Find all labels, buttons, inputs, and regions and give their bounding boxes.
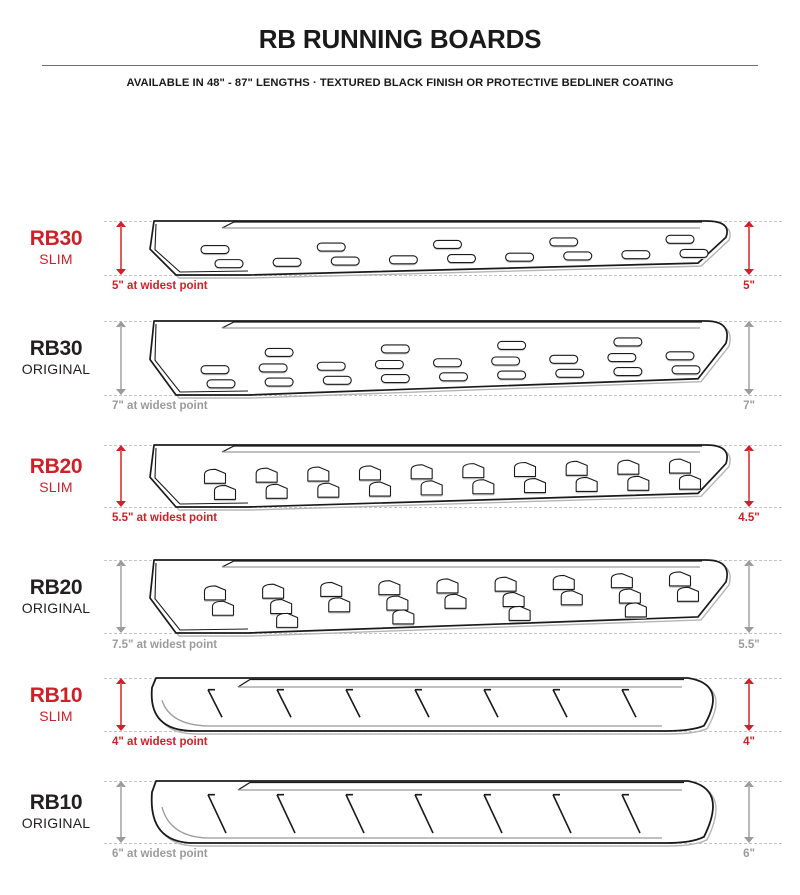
height-label: 6" bbox=[743, 848, 755, 860]
arrow-head-up-icon bbox=[743, 445, 754, 451]
guide-line-bottom bbox=[104, 731, 782, 732]
model-name: RB10 bbox=[29, 791, 83, 814]
widest-point-label: 7.5" at widest point bbox=[112, 639, 218, 651]
model-label: RB20 SLIM bbox=[0, 456, 112, 494]
model-variant: ORIGINAL bbox=[21, 361, 91, 377]
height-label: 4.5" bbox=[738, 512, 760, 524]
arrow-head-down-icon bbox=[115, 389, 126, 395]
guide-line-bottom bbox=[104, 843, 782, 844]
widest-point-label: 7" at widest point bbox=[112, 400, 208, 412]
arrow-head-down-icon bbox=[115, 837, 126, 843]
page-title: RB RUNNING BOARDS bbox=[258, 24, 542, 54]
model-variant: SLIM bbox=[39, 707, 73, 724]
width-dimension-arrow bbox=[114, 781, 128, 843]
height-dimension-arrow bbox=[742, 781, 756, 843]
page-header: RB RUNNING BOARDS AVAILABLE IN 48" - 87"… bbox=[0, 0, 800, 95]
height-label: 4" bbox=[743, 736, 755, 748]
model-label: RB20 ORIGINAL bbox=[0, 577, 112, 615]
width-dimension-arrow bbox=[114, 321, 128, 395]
guide-line-bottom bbox=[104, 507, 782, 508]
guide-line-top bbox=[104, 221, 782, 222]
arrow-shaft bbox=[120, 683, 122, 726]
model-label: RB10 ORIGINAL bbox=[0, 792, 112, 830]
model-name: RB30 bbox=[29, 227, 83, 250]
width-dimension-arrow bbox=[114, 445, 128, 507]
header-subtitle: AVAILABLE IN 48" - 87" LENGTHS · TEXTURE… bbox=[126, 77, 674, 89]
arrow-shaft bbox=[120, 226, 122, 270]
arrow-shaft bbox=[120, 450, 122, 502]
guide-line-top bbox=[104, 678, 782, 679]
arrow-head-down-icon bbox=[743, 627, 754, 633]
arrow-head-up-icon bbox=[743, 678, 754, 684]
arrow-head-up-icon bbox=[743, 321, 754, 327]
height-dimension-arrow bbox=[742, 560, 756, 633]
width-dimension-arrow bbox=[114, 678, 128, 731]
guide-line-top bbox=[104, 321, 782, 322]
guide-line-bottom bbox=[104, 633, 782, 634]
arrow-head-up-icon bbox=[743, 560, 754, 566]
guide-line-top bbox=[104, 445, 782, 446]
height-label: 7" bbox=[743, 400, 755, 412]
arrow-head-up-icon bbox=[743, 781, 754, 787]
widest-point-label: 5.5" at widest point bbox=[112, 512, 218, 524]
arrow-head-up-icon bbox=[115, 321, 126, 327]
widest-point-label: 4" at widest point bbox=[112, 736, 208, 748]
arrow-head-up-icon bbox=[115, 560, 126, 566]
model-variant: SLIM bbox=[39, 251, 73, 267]
arrow-head-down-icon bbox=[743, 725, 754, 731]
arrow-head-down-icon bbox=[115, 627, 126, 633]
width-dimension-arrow bbox=[114, 221, 128, 275]
width-dimension-arrow bbox=[114, 560, 128, 633]
arrow-head-up-icon bbox=[115, 781, 126, 787]
arrow-head-down-icon bbox=[743, 269, 754, 275]
height-dimension-arrow bbox=[742, 221, 756, 275]
arrow-head-up-icon bbox=[115, 445, 126, 451]
height-label: 5" bbox=[743, 280, 755, 292]
guide-line-bottom bbox=[104, 275, 782, 276]
model-variant: ORIGINAL bbox=[21, 815, 91, 831]
model-variant: SLIM bbox=[39, 479, 73, 495]
arrow-shaft bbox=[120, 326, 122, 390]
header-divider bbox=[42, 65, 758, 66]
guide-line-top bbox=[104, 781, 782, 782]
arrow-head-up-icon bbox=[115, 221, 126, 227]
arrow-shaft bbox=[748, 226, 750, 270]
arrow-head-down-icon bbox=[115, 269, 126, 275]
model-name: RB30 bbox=[29, 337, 83, 360]
arrow-head-up-icon bbox=[115, 678, 126, 684]
model-name: RB20 bbox=[29, 575, 83, 599]
height-dimension-arrow bbox=[742, 321, 756, 395]
guide-line-top bbox=[104, 560, 782, 561]
arrow-shaft bbox=[748, 786, 750, 838]
guide-line-bottom bbox=[104, 395, 782, 396]
height-dimension-arrow bbox=[742, 678, 756, 731]
arrow-head-down-icon bbox=[115, 725, 126, 731]
widest-point-label: 6" at widest point bbox=[112, 848, 208, 860]
arrow-head-down-icon bbox=[115, 501, 126, 507]
arrow-head-down-icon bbox=[743, 501, 754, 507]
widest-point-label: 5" at widest point bbox=[112, 280, 208, 292]
arrow-head-up-icon bbox=[743, 221, 754, 227]
model-label: RB30 ORIGINAL bbox=[0, 338, 112, 376]
arrow-shaft bbox=[120, 786, 122, 838]
model-variant: ORIGINAL bbox=[21, 599, 91, 616]
model-label: RB30 SLIM bbox=[0, 228, 112, 266]
arrow-shaft bbox=[748, 326, 750, 390]
model-name: RB20 bbox=[29, 455, 83, 478]
arrow-shaft bbox=[748, 683, 750, 726]
height-label: 5.5" bbox=[738, 639, 760, 651]
arrow-head-down-icon bbox=[743, 837, 754, 843]
model-label: RB10 SLIM bbox=[0, 685, 112, 723]
arrow-shaft bbox=[748, 450, 750, 502]
arrow-head-down-icon bbox=[743, 389, 754, 395]
height-dimension-arrow bbox=[742, 445, 756, 507]
model-name: RB10 bbox=[29, 683, 83, 707]
arrow-shaft bbox=[748, 565, 750, 628]
arrow-shaft bbox=[120, 565, 122, 628]
